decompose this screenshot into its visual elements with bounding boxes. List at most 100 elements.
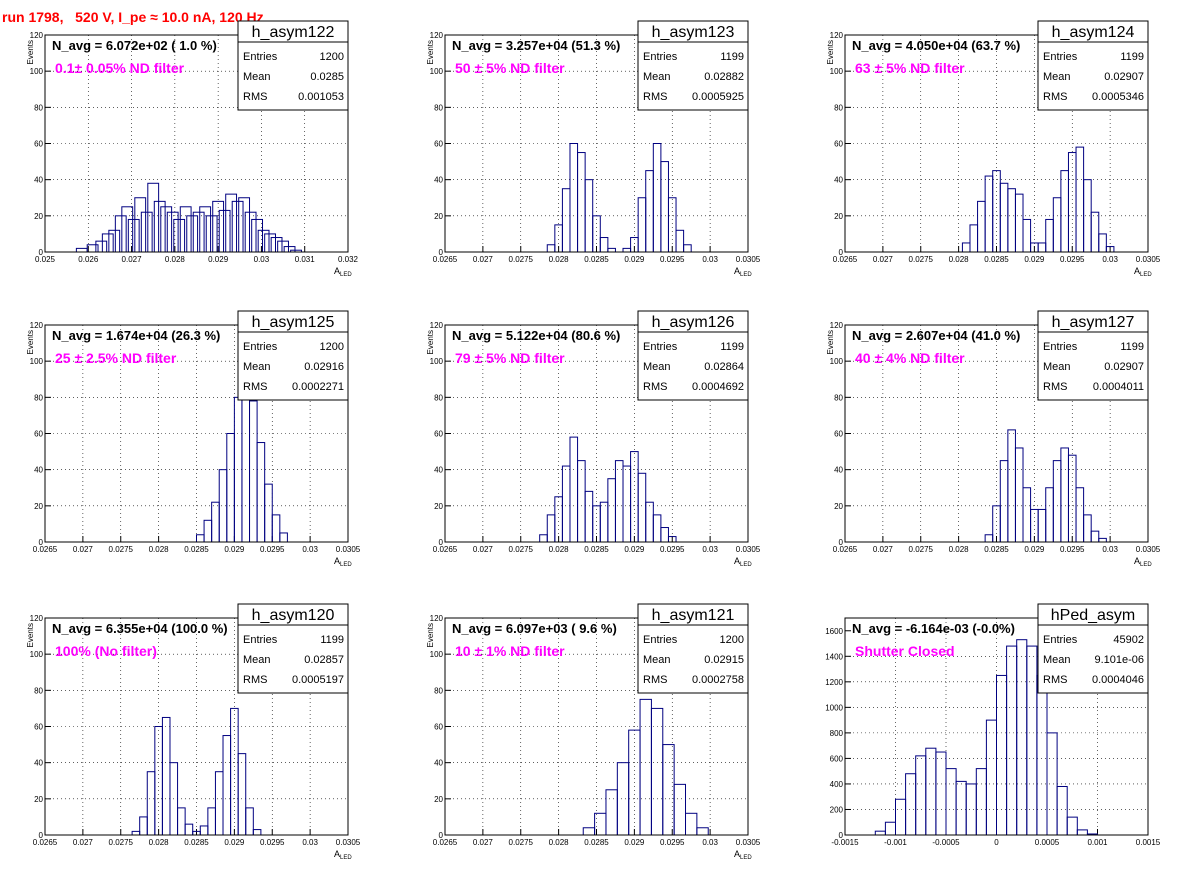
y-axis-title: Events	[826, 330, 835, 354]
y-tick-label: 0	[839, 538, 844, 547]
histogram-bin	[584, 179, 594, 253]
stat-label: Mean	[243, 361, 271, 373]
y-tick-label: 120	[30, 614, 44, 623]
stat-label: Mean	[643, 361, 671, 373]
histogram-bin	[238, 197, 251, 253]
histogram-name: h_asym127	[1052, 314, 1135, 331]
stat-value: 0.0285	[310, 71, 344, 83]
n-avg-label: N_avg = 3.257e+04 (51.3 %)	[452, 38, 620, 53]
histogram-bin	[139, 816, 148, 836]
x-axis-title: ALED	[1134, 556, 1152, 568]
plot-frame	[444, 617, 749, 836]
histogram-bin	[270, 237, 283, 253]
x-tick-label: 0.027	[473, 838, 494, 847]
x-tick-label: 0.0295	[1060, 545, 1085, 554]
n-avg-label: N_avg = 1.674e+04 (26.3 %)	[52, 328, 220, 343]
histogram-bin	[214, 771, 224, 836]
histogram-bin	[1007, 188, 1016, 253]
histogram-bin	[554, 496, 563, 543]
y-axis-title: Events	[26, 40, 35, 64]
histogram-bin	[1045, 487, 1054, 543]
x-tick-label: 0.0285	[984, 545, 1009, 554]
stat-value: 0.0005197	[292, 674, 344, 686]
histogram-bin	[177, 807, 186, 836]
stat-label: Entries	[1043, 634, 1078, 646]
histogram-bin	[192, 211, 205, 253]
histogram-bin	[616, 762, 630, 836]
histogram-bin	[1022, 218, 1032, 253]
histogram-bin	[230, 707, 239, 836]
histogram-bin	[1075, 146, 1085, 253]
x-tick-label: 0.028	[149, 545, 170, 554]
y-tick-label: 400	[830, 780, 844, 789]
x-tick-label: 0.0295	[260, 545, 285, 554]
stat-label: Entries	[1043, 341, 1078, 353]
x-tick-label: 0.0305	[736, 545, 761, 554]
histogram-bin	[925, 747, 937, 836]
histogram-bin	[1022, 487, 1032, 543]
histogram-bin	[147, 182, 160, 253]
stats-box	[237, 20, 349, 111]
x-tick-label: 0.032	[338, 255, 359, 264]
histogram-bin	[622, 247, 632, 253]
x-tick-label: 0.03	[702, 838, 718, 847]
x-tick-label: 0.0275	[509, 838, 534, 847]
y-tick-label: 100	[430, 67, 444, 76]
stat-label: Mean	[643, 71, 671, 83]
histogram-bin	[134, 197, 147, 253]
stat-value: 0.0004011	[1093, 381, 1144, 393]
histogram-name: h_asym120	[252, 607, 335, 624]
histogram-bin	[975, 768, 987, 836]
x-axis-title: ALED	[334, 849, 352, 861]
histogram-bin	[179, 206, 192, 253]
histogram-bin	[685, 812, 698, 836]
y-tick-label: 40	[834, 466, 843, 475]
y-tick-label: 40	[434, 759, 443, 768]
x-tick-label: 0.0285	[984, 255, 1009, 264]
x-tick-label: 0.028	[149, 838, 170, 847]
histogram-bin	[203, 519, 213, 543]
histogram-bin	[546, 244, 556, 253]
x-axis-title: ALED	[334, 556, 352, 568]
y-tick-label: 80	[34, 393, 43, 402]
y-tick-label: 120	[830, 31, 844, 40]
y-tick-label: 120	[430, 31, 444, 40]
y-tick-label: 100	[430, 357, 444, 366]
histogram-bin	[222, 735, 232, 836]
n-avg-label: N_avg = 6.355e+04 (100.0 %)	[52, 621, 228, 636]
histogram-bin	[256, 442, 266, 543]
histogram-bin	[1066, 816, 1078, 836]
histogram-name: h_asym124	[1052, 24, 1135, 41]
plot-frame	[444, 324, 749, 543]
x-tick-label: 0.0265	[33, 838, 58, 847]
panel-h_asym125: 0.0265 0.027 0.0275 0.028 0.0285 0.029 0.0295 0…	[26, 310, 361, 568]
stat-value: 0.0005346	[1092, 91, 1144, 103]
x-tick-label: 0.031	[295, 255, 316, 264]
stat-label: RMS	[243, 674, 267, 686]
y-tick-label: 120	[830, 321, 844, 330]
n-avg-label: N_avg = 6.097e+03 ( 9.6 %)	[452, 621, 617, 636]
histogram-bin	[1060, 447, 1069, 543]
stat-value: 9.101e-06	[1094, 654, 1144, 666]
panel-h_asym127: 0.0265 0.027 0.0275 0.028 0.0285 0.029 0.0295 0…	[826, 310, 1161, 568]
stat-value: 1199	[1120, 341, 1144, 353]
n-avg-label: N_avg = 6.072e+02 ( 1.0 %)	[52, 38, 217, 53]
y-tick-label: 0	[39, 831, 44, 840]
stat-label: Mean	[1043, 361, 1071, 373]
histogram-bin	[1098, 233, 1107, 253]
y-tick-label: 20	[434, 795, 443, 804]
histogram-bin	[127, 218, 140, 253]
x-axis-title: ALED	[734, 266, 752, 278]
stat-value: 0.02916	[304, 361, 344, 373]
stat-label: Mean	[643, 654, 671, 666]
x-tick-label: 0.028	[949, 255, 970, 264]
histogram-bin	[905, 773, 917, 836]
y-tick-label: 800	[830, 729, 844, 738]
x-tick-label: 0.029	[224, 545, 245, 554]
x-tick-label: 0.029	[624, 838, 645, 847]
x-tick-label: -0.001	[884, 838, 907, 847]
stat-label: Mean	[243, 654, 271, 666]
x-tick-label: 0.029	[224, 838, 245, 847]
y-tick-label: 20	[34, 795, 43, 804]
x-tick-label: 0.0305	[336, 838, 361, 847]
